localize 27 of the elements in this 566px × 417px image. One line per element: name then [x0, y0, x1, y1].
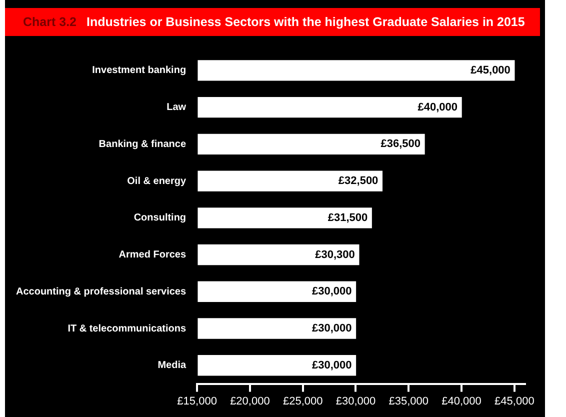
x-tick-label: £25,000	[282, 395, 323, 408]
x-tick-label: £30,000	[336, 395, 376, 408]
y-tick-label: Investment banking	[92, 65, 186, 76]
data-label: £40,000	[418, 101, 458, 114]
x-tick-label: £15,000	[177, 395, 217, 408]
y-tick-label: Consulting	[134, 212, 186, 224]
data-label: £30,000	[312, 286, 352, 298]
data-label: £45,000	[470, 64, 510, 76]
data-label: £31,500	[328, 212, 368, 224]
y-tick-label: Accounting & professional services	[16, 286, 186, 298]
x-tick-label: £45,000	[494, 395, 534, 408]
x-tick-label: £35,000	[388, 395, 429, 408]
y-tick-label: Media	[158, 360, 186, 372]
data-label: £32,500	[338, 175, 378, 188]
y-tick-label: Law	[166, 102, 186, 114]
data-label: £30,000	[312, 359, 352, 372]
x-tick-label: £20,000	[230, 395, 270, 408]
caption: Chart 3.2	[23, 15, 76, 29]
x-tick-label: £40,000	[442, 395, 482, 408]
chart-title: Industries or Business Sectors with the highest Graduate Salaries in 2015	[86, 15, 525, 29]
y-tick-label: Armed Forces	[118, 250, 186, 261]
data-label: £30,300	[315, 248, 355, 261]
y-tick-label: IT & telecommunications	[68, 323, 186, 334]
y-tick-label: Oil & energy	[127, 176, 186, 187]
data-label: £36,500	[380, 138, 420, 150]
y-tick-label: Banking & finance	[98, 138, 186, 150]
data-label: £30,000	[312, 322, 352, 335]
